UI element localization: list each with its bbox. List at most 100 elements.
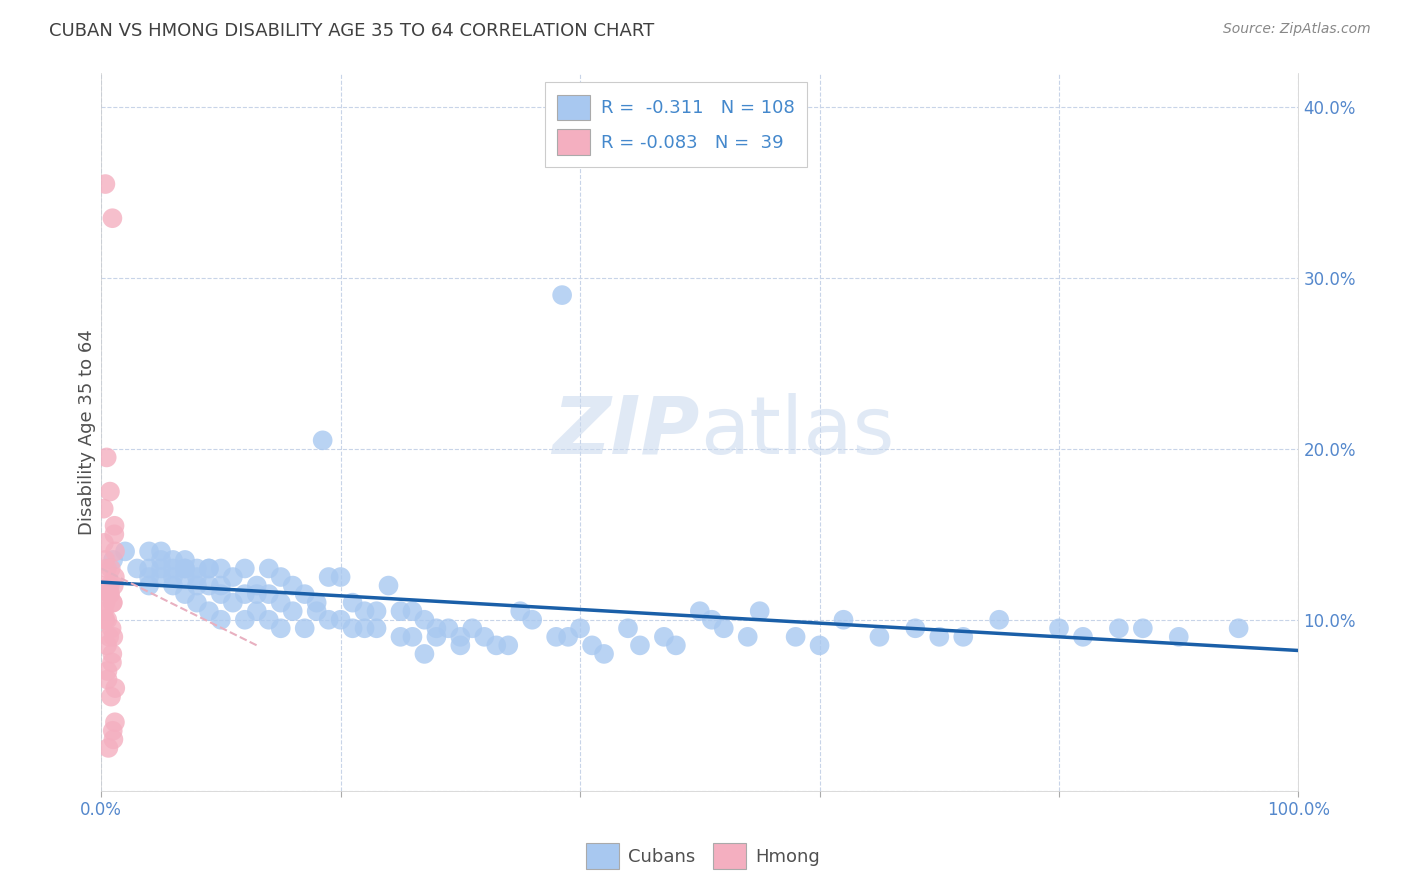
- Point: [138, 578, 160, 592]
- Point: [174, 587, 197, 601]
- Point: [94, 177, 117, 191]
- Point: [209, 561, 232, 575]
- Point: [305, 596, 328, 610]
- Point: [150, 561, 173, 575]
- Point: [593, 647, 616, 661]
- Point: [162, 570, 184, 584]
- Point: [1132, 621, 1154, 635]
- Point: [689, 604, 711, 618]
- Point: [318, 613, 340, 627]
- Point: [257, 587, 280, 601]
- Point: [101, 656, 124, 670]
- Point: [342, 621, 364, 635]
- Point: [97, 673, 120, 687]
- Point: [101, 596, 124, 610]
- Point: [509, 604, 531, 618]
- Point: [522, 613, 544, 627]
- Point: [449, 630, 471, 644]
- Point: [98, 587, 121, 601]
- Point: [96, 664, 118, 678]
- Point: [150, 544, 173, 558]
- Point: [389, 630, 412, 644]
- Text: Source: ZipAtlas.com: Source: ZipAtlas.com: [1223, 22, 1371, 37]
- Point: [988, 613, 1011, 627]
- Point: [246, 604, 269, 618]
- Point: [413, 647, 436, 661]
- Point: [103, 527, 125, 541]
- Point: [98, 587, 121, 601]
- Point: [162, 578, 184, 592]
- Point: [101, 596, 124, 610]
- Point: [222, 570, 245, 584]
- Point: [104, 544, 127, 558]
- Point: [233, 587, 256, 601]
- Point: [209, 578, 232, 592]
- Point: [353, 604, 375, 618]
- Point: [246, 578, 269, 592]
- Point: [546, 630, 568, 644]
- Point: [233, 613, 256, 627]
- Point: [1108, 621, 1130, 635]
- Point: [485, 639, 508, 653]
- Point: [125, 561, 148, 575]
- Point: [138, 544, 160, 558]
- Point: [93, 501, 115, 516]
- Point: [329, 613, 352, 627]
- Text: CUBAN VS HMONG DISABILITY AGE 35 TO 64 CORRELATION CHART: CUBAN VS HMONG DISABILITY AGE 35 TO 64 C…: [49, 22, 654, 40]
- Point: [952, 630, 974, 644]
- Point: [461, 621, 484, 635]
- Point: [96, 450, 118, 465]
- Point: [437, 621, 460, 635]
- Point: [100, 561, 122, 575]
- Point: [150, 553, 173, 567]
- Point: [808, 639, 831, 653]
- Point: [294, 587, 316, 601]
- Point: [100, 690, 122, 704]
- Point: [100, 621, 122, 635]
- Point: [785, 630, 807, 644]
- Point: [449, 639, 471, 653]
- Point: [377, 578, 399, 592]
- Point: [209, 613, 232, 627]
- Point: [174, 570, 197, 584]
- Point: [665, 639, 688, 653]
- Point: [98, 630, 121, 644]
- Point: [101, 553, 124, 567]
- Point: [1167, 630, 1189, 644]
- Point: [94, 613, 117, 627]
- Point: [617, 621, 640, 635]
- Point: [281, 604, 304, 618]
- Point: [98, 484, 121, 499]
- Point: [329, 570, 352, 584]
- Point: [96, 639, 118, 653]
- Point: [104, 681, 127, 695]
- Point: [257, 613, 280, 627]
- Point: [425, 630, 447, 644]
- Point: [581, 639, 603, 653]
- Point: [103, 578, 125, 592]
- Point: [496, 639, 519, 653]
- Point: [270, 596, 292, 610]
- Point: [233, 561, 256, 575]
- Point: [138, 570, 160, 584]
- Point: [557, 630, 579, 644]
- Point: [93, 536, 115, 550]
- Point: [928, 630, 950, 644]
- Point: [353, 621, 375, 635]
- Point: [174, 553, 197, 567]
- Point: [868, 630, 890, 644]
- Point: [96, 613, 118, 627]
- Y-axis label: Disability Age 35 to 64: Disability Age 35 to 64: [79, 329, 96, 534]
- Text: ZIP: ZIP: [553, 392, 700, 471]
- Point: [93, 578, 115, 592]
- Point: [569, 621, 592, 635]
- Point: [138, 561, 160, 575]
- Point: [832, 613, 855, 627]
- Point: [270, 570, 292, 584]
- Text: atlas: atlas: [700, 392, 894, 471]
- Point: [103, 630, 125, 644]
- Point: [94, 553, 117, 567]
- Point: [186, 561, 208, 575]
- Point: [748, 604, 770, 618]
- Point: [104, 570, 127, 584]
